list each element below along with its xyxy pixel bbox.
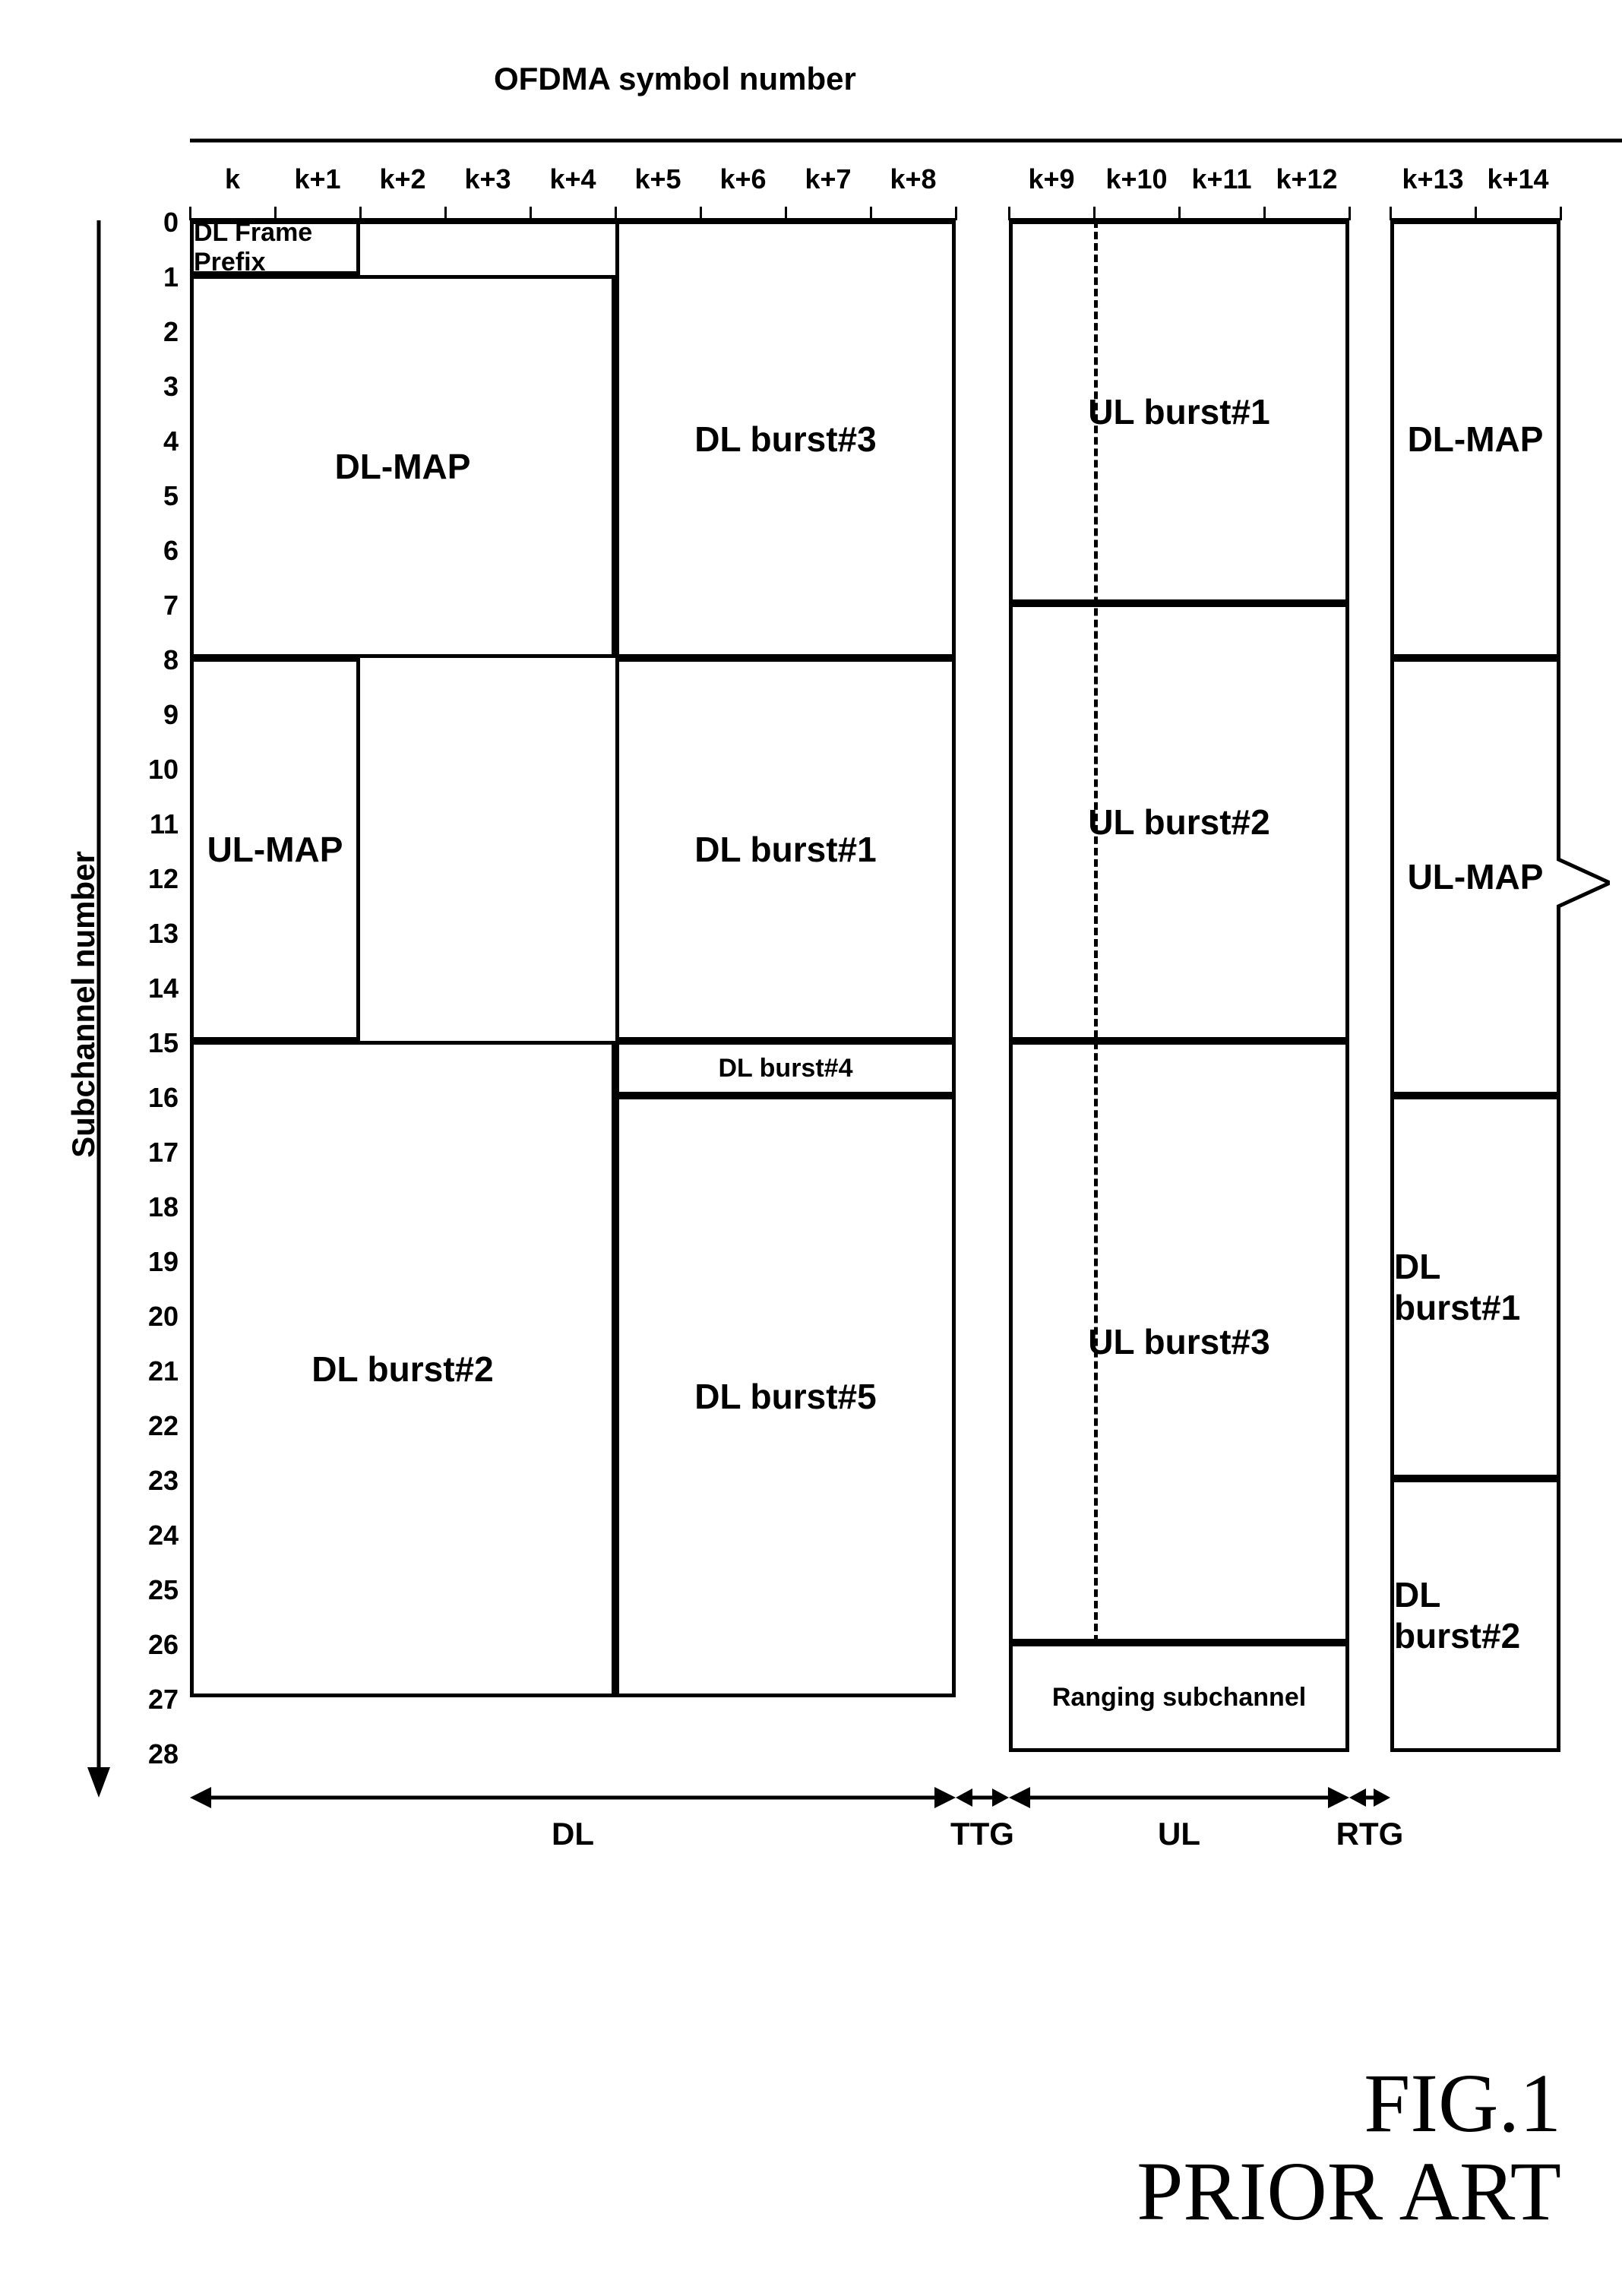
y-tick: 3	[137, 371, 179, 403]
figure-caption: FIG.1PRIOR ART	[1137, 2060, 1561, 2235]
y-tick: 27	[137, 1684, 179, 1716]
y-tick: 20	[137, 1301, 179, 1333]
ul-map-1: UL-MAP	[190, 658, 360, 1041]
y-tick: 15	[137, 1027, 179, 1059]
y-tick: 26	[137, 1629, 179, 1661]
x-tick: k+2	[360, 163, 445, 195]
y-tick: 21	[137, 1355, 179, 1387]
dl-burst-2-next: DL burst#2	[1390, 1478, 1560, 1752]
y-tick: 12	[137, 863, 179, 895]
x-tick: k+10	[1094, 163, 1179, 195]
dl-burst-4: DL burst#4	[615, 1041, 956, 1096]
x-tick: k+7	[786, 163, 871, 195]
ul-burst-1: UL burst#1	[1009, 220, 1349, 603]
ul-burst-3: UL burst#3	[1009, 1041, 1349, 1643]
range-label-rtg: RTG	[1326, 1816, 1413, 1852]
x-tick: k+9	[1009, 163, 1094, 195]
dl-burst-5: DL burst#5	[615, 1096, 956, 1697]
y-tick: 18	[137, 1191, 179, 1223]
y-tick: 23	[137, 1465, 179, 1497]
x-tick: k+11	[1179, 163, 1264, 195]
y-tick: 1	[137, 261, 179, 293]
y-tick: 24	[137, 1520, 179, 1551]
y-tick: 10	[137, 754, 179, 786]
x-tick: k+4	[530, 163, 615, 195]
range-label-dl: DL	[190, 1816, 956, 1852]
y-tick: 16	[137, 1082, 179, 1114]
ofdma-frame-diagram: OFDMA symbol number tkk+1k+2k+3k+4k+5k+6…	[30, 30, 1592, 2266]
y-tick: 9	[137, 699, 179, 731]
dl-burst-1-next: DL burst#1	[1390, 1096, 1560, 1478]
x-tick: k+12	[1264, 163, 1349, 195]
x-tick: k+3	[445, 163, 530, 195]
y-tick: 17	[137, 1137, 179, 1169]
ranging-subchannel: Ranging subchannel	[1009, 1643, 1349, 1752]
x-tick: k+8	[871, 163, 956, 195]
dl-burst-2: DL burst#2	[190, 1041, 615, 1697]
x-tick: k+14	[1475, 163, 1560, 195]
y-tick: 8	[137, 644, 179, 676]
y-tick: 7	[137, 590, 179, 621]
x-tick: k+1	[275, 163, 360, 195]
y-tick: 14	[137, 972, 179, 1004]
ul-map-2: UL-MAP	[1390, 658, 1560, 1096]
x-tick: k	[190, 163, 275, 195]
dl-frame-prefix: DL Frame Prefix	[190, 220, 360, 275]
y-tick: 0	[137, 207, 179, 239]
x-tick: k+5	[615, 163, 700, 195]
dl-map-2: DL-MAP	[1390, 220, 1560, 658]
dl-burst-1: DL burst#1	[615, 658, 956, 1041]
y-tick: 5	[137, 480, 179, 512]
y-tick: 11	[137, 808, 179, 840]
ul-burst-2: UL burst#2	[1009, 603, 1349, 1041]
y-tick: 4	[137, 425, 179, 457]
ul-dashed-divider	[1094, 220, 1098, 1643]
y-tick: 19	[137, 1246, 179, 1278]
x-tick: k+6	[700, 163, 786, 195]
range-label-ul: UL	[1009, 1816, 1349, 1852]
x-axis-label: OFDMA symbol number	[494, 61, 856, 97]
y-tick: 28	[137, 1738, 179, 1770]
y-tick: 25	[137, 1574, 179, 1606]
x-tick: k+13	[1390, 163, 1475, 195]
y-tick: 6	[137, 535, 179, 567]
dl-burst-3: DL burst#3	[615, 220, 956, 658]
y-tick: 13	[137, 918, 179, 950]
dl-map-1: DL-MAP	[190, 275, 615, 658]
y-tick: 22	[137, 1410, 179, 1442]
y-tick: 2	[137, 316, 179, 348]
